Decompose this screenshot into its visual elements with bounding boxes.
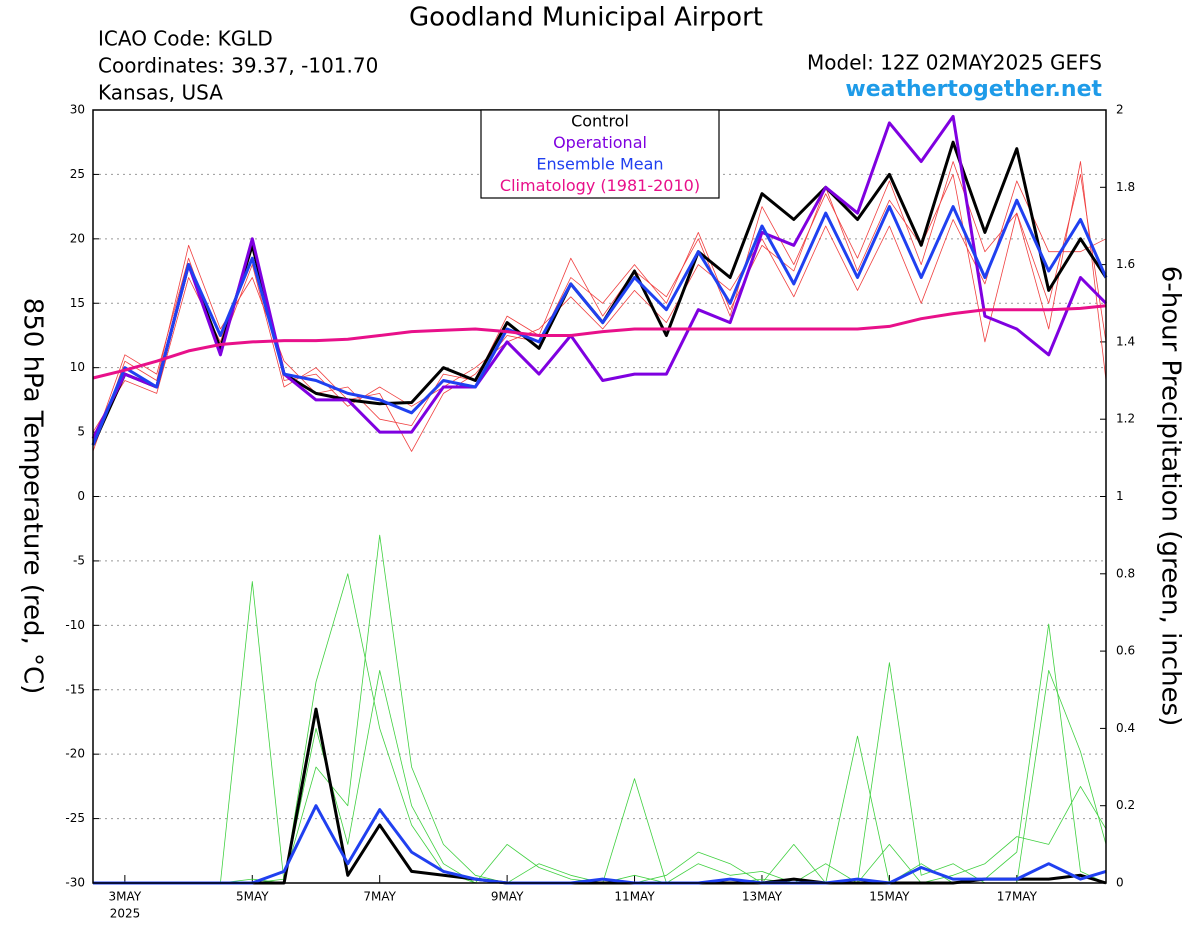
- chart-title: Goodland Municipal Airport: [409, 3, 763, 33]
- info-line: Coordinates: 39.37, -101.70: [98, 54, 378, 78]
- y-tick-label: 25: [70, 167, 85, 181]
- legend-entry: Operational: [553, 133, 647, 152]
- x-tick-label: 3MAY: [109, 890, 142, 904]
- y-tick-label: 15: [70, 296, 85, 310]
- temperature-line: [91, 198, 1108, 446]
- y-tick-label: -5: [73, 553, 85, 567]
- x-tick-label: 13MAY: [742, 890, 783, 904]
- x-tick-label: 17MAY: [997, 890, 1038, 904]
- y-tick-label: 20: [70, 231, 85, 245]
- y2-axis-label: 6-hour Precipitation (green, inches): [1156, 266, 1186, 726]
- legend-entry: Control: [571, 112, 629, 131]
- x-tick-label: 9MAY: [491, 890, 524, 904]
- y2-tick-label: 0.2: [1116, 798, 1135, 812]
- y2-tick-label: 1.4: [1116, 334, 1135, 348]
- legend-box: [480, 109, 720, 199]
- temperature-line: [92, 304, 1107, 380]
- y-tick-label: -20: [65, 747, 85, 761]
- x-tick-label: 5MAY: [236, 890, 269, 904]
- y2-tick-label: 0.8: [1116, 566, 1135, 580]
- precip-line: [93, 804, 1107, 885]
- site-label: weathertogether.net: [845, 77, 1102, 102]
- temperature-member-line: [92, 161, 1107, 452]
- y2-tick-label: 0.6: [1116, 644, 1135, 658]
- y-tick-label: 5: [77, 425, 85, 439]
- y2-tick-label: 1.6: [1116, 257, 1135, 271]
- y-tick-label: 10: [70, 360, 85, 374]
- x-sublabel: 2025: [110, 907, 141, 921]
- y-tick-label: -30: [65, 876, 85, 890]
- y2-tick-label: 0: [1116, 876, 1124, 890]
- y2-tick-label: 1: [1116, 489, 1124, 503]
- y2-tick-label: 1.2: [1116, 412, 1135, 426]
- legend-entry: Ensemble Mean: [536, 155, 663, 174]
- y-tick-label: -25: [65, 811, 85, 825]
- y2-tick-label: 1.8: [1116, 180, 1135, 194]
- info-line: Kansas, USA: [98, 81, 223, 105]
- y-tick-label: 0: [77, 489, 85, 503]
- y-axis-label: 850 hPa Temperature (red, °C): [18, 298, 48, 695]
- info-line: ICAO Code: KGLD: [98, 27, 273, 51]
- y2-tick-label: 2: [1116, 103, 1124, 117]
- temperature-line: [91, 114, 1108, 440]
- x-tick-label: 7MAY: [363, 890, 396, 904]
- x-tick-label: 11MAY: [614, 890, 655, 904]
- legend-entry: Climatology (1981-2010): [500, 176, 700, 195]
- y-tick-label: -15: [65, 682, 85, 696]
- model-label: Model: 12Z 02MAY2025 GEFS: [807, 51, 1102, 75]
- y-tick-label: -10: [65, 618, 85, 632]
- y2-tick-label: 0.4: [1116, 721, 1135, 735]
- y-tick-label: 30: [70, 103, 85, 117]
- x-tick-label: 15MAY: [869, 890, 910, 904]
